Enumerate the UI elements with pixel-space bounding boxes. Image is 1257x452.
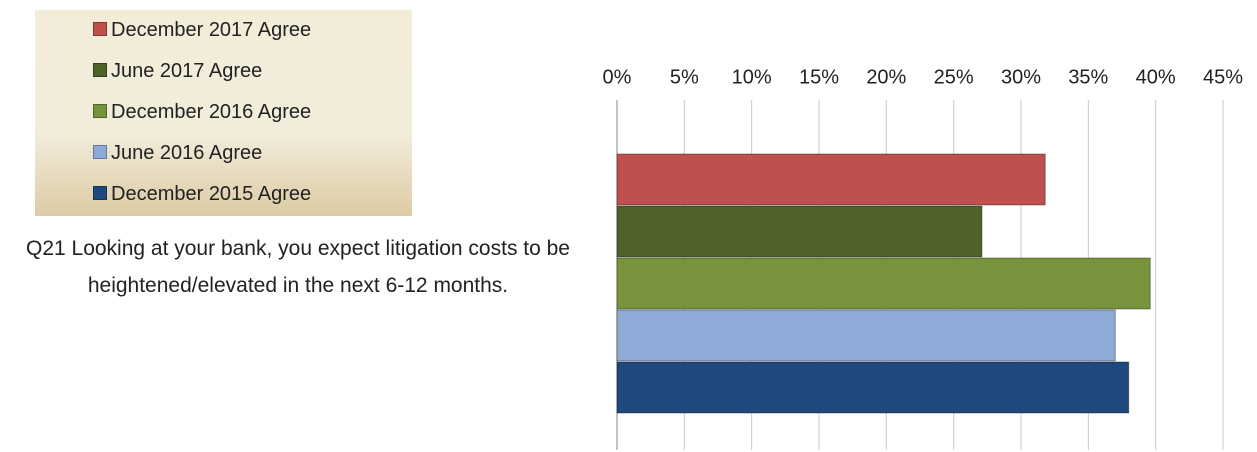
legend: December 2017 Agree June 2017 Agree Decemb… [35, 10, 412, 216]
legend-swatch [93, 22, 107, 36]
x-tick-label: 5% [670, 66, 699, 88]
legend-label: December 2016 Agree [111, 101, 312, 123]
legend-item: December 2015 Agree [93, 182, 311, 206]
bar [616, 257, 1151, 310]
legend-item: June 2017 Agree [93, 59, 262, 83]
bar [616, 309, 1116, 362]
legend-item: December 2017 Agree [93, 18, 311, 42]
legend-swatch [93, 63, 107, 77]
x-tick-label: 30% [1001, 66, 1041, 88]
x-tick-label: 45% [1203, 66, 1243, 88]
x-tick-label: 0% [603, 66, 632, 88]
legend-label: December 2015 Agree [111, 183, 312, 205]
legend-label: December 2017 Agree [111, 19, 312, 41]
x-tick-label: 40% [1136, 66, 1176, 88]
bar [616, 153, 1046, 206]
legend-swatch [93, 104, 107, 118]
legend-swatch [93, 145, 107, 159]
legend-label: June 2016 Agree [111, 142, 263, 164]
legend-item: December 2016 Agree [93, 100, 311, 124]
x-tick-label: 10% [732, 66, 772, 88]
bar [616, 361, 1130, 414]
legend-swatch [93, 186, 107, 200]
x-tick-label: 20% [866, 66, 906, 88]
legend-label: June 2017 Agree [111, 60, 263, 82]
legend-item: June 2016 Agree [93, 141, 262, 165]
bar [616, 205, 983, 258]
category-label: Q21 Looking at your bank, you expect lit… [25, 237, 570, 297]
x-tick-label: 25% [934, 66, 974, 88]
x-tick-label: 15% [799, 66, 839, 88]
x-tick-label: 35% [1068, 66, 1108, 88]
